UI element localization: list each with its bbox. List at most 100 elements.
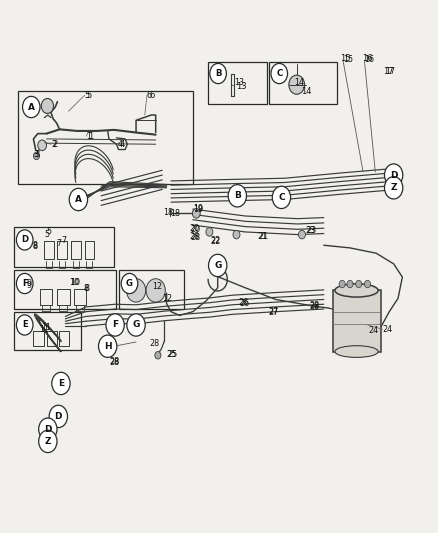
Text: 8: 8 bbox=[32, 242, 37, 251]
Text: B: B bbox=[215, 69, 221, 78]
Text: 17: 17 bbox=[385, 68, 395, 76]
Text: F: F bbox=[112, 320, 118, 329]
Text: 6: 6 bbox=[149, 91, 155, 100]
Text: 14: 14 bbox=[294, 78, 304, 87]
Text: Z: Z bbox=[45, 437, 51, 446]
Circle shape bbox=[233, 230, 240, 239]
Text: 13: 13 bbox=[236, 82, 247, 91]
Circle shape bbox=[364, 280, 371, 288]
Circle shape bbox=[271, 63, 288, 84]
Text: 4: 4 bbox=[118, 140, 123, 149]
Text: 23: 23 bbox=[305, 226, 315, 235]
Text: 12: 12 bbox=[162, 294, 173, 303]
Text: 12: 12 bbox=[152, 282, 163, 291]
Text: 1: 1 bbox=[86, 132, 91, 141]
Text: 3: 3 bbox=[33, 150, 39, 159]
Text: 27: 27 bbox=[269, 308, 279, 317]
Text: 22: 22 bbox=[210, 237, 220, 246]
Text: 20: 20 bbox=[191, 225, 201, 234]
Text: 8: 8 bbox=[84, 284, 88, 293]
Text: 9: 9 bbox=[27, 280, 32, 289]
Text: 19: 19 bbox=[193, 204, 203, 213]
Text: E: E bbox=[22, 320, 28, 329]
Text: 5: 5 bbox=[85, 91, 90, 100]
Circle shape bbox=[69, 188, 88, 211]
Text: 18: 18 bbox=[163, 208, 173, 217]
Circle shape bbox=[146, 279, 165, 302]
Circle shape bbox=[121, 273, 138, 294]
Text: 26: 26 bbox=[239, 299, 249, 308]
Bar bbox=[18, 91, 193, 184]
Text: 7: 7 bbox=[57, 239, 62, 248]
Text: 4: 4 bbox=[120, 140, 125, 149]
Text: 10: 10 bbox=[70, 278, 80, 287]
Circle shape bbox=[106, 314, 124, 336]
Text: 26: 26 bbox=[239, 298, 249, 307]
Text: 23: 23 bbox=[306, 227, 316, 236]
Bar bbox=[14, 270, 117, 309]
Circle shape bbox=[49, 405, 67, 427]
Text: 2: 2 bbox=[52, 140, 57, 149]
Circle shape bbox=[38, 140, 46, 151]
Bar bbox=[208, 62, 267, 104]
Text: 28: 28 bbox=[189, 232, 199, 241]
Text: D: D bbox=[44, 425, 52, 434]
Text: 8: 8 bbox=[32, 241, 37, 250]
Text: 15: 15 bbox=[343, 55, 353, 63]
Circle shape bbox=[52, 372, 70, 394]
Text: 18: 18 bbox=[170, 209, 180, 218]
Text: 21: 21 bbox=[258, 232, 268, 241]
Text: 13: 13 bbox=[234, 78, 244, 87]
Text: 24: 24 bbox=[369, 326, 379, 335]
Text: 19: 19 bbox=[193, 205, 203, 214]
Circle shape bbox=[385, 176, 403, 199]
Text: 7: 7 bbox=[62, 237, 67, 246]
Circle shape bbox=[289, 75, 304, 94]
Text: E: E bbox=[58, 379, 64, 388]
Text: A: A bbox=[75, 195, 82, 204]
Circle shape bbox=[22, 96, 40, 118]
Text: 28: 28 bbox=[309, 301, 319, 310]
Circle shape bbox=[208, 254, 227, 277]
Circle shape bbox=[16, 315, 33, 335]
Text: 28: 28 bbox=[309, 302, 319, 311]
Ellipse shape bbox=[335, 346, 378, 358]
Circle shape bbox=[33, 152, 39, 160]
Circle shape bbox=[155, 352, 161, 359]
Text: 5: 5 bbox=[87, 91, 92, 100]
Text: A: A bbox=[28, 102, 35, 111]
Circle shape bbox=[347, 280, 353, 288]
Text: 11: 11 bbox=[39, 325, 49, 334]
Text: 15: 15 bbox=[340, 54, 351, 62]
Text: F: F bbox=[22, 279, 28, 288]
Text: G: G bbox=[132, 320, 140, 329]
Text: 5: 5 bbox=[46, 228, 52, 237]
Text: Z: Z bbox=[390, 183, 397, 192]
Circle shape bbox=[39, 430, 57, 453]
Text: 21: 21 bbox=[258, 232, 268, 241]
Text: 16: 16 bbox=[364, 55, 374, 63]
Text: 24: 24 bbox=[383, 325, 393, 334]
Circle shape bbox=[99, 335, 117, 358]
Text: 25: 25 bbox=[167, 350, 178, 359]
Text: 14: 14 bbox=[301, 86, 311, 95]
Text: 25: 25 bbox=[166, 350, 177, 359]
Text: 22: 22 bbox=[210, 237, 220, 246]
Bar bbox=[332, 290, 381, 352]
Circle shape bbox=[339, 280, 345, 288]
Text: 27: 27 bbox=[269, 306, 279, 316]
Text: D: D bbox=[21, 236, 28, 245]
Text: 1: 1 bbox=[88, 132, 93, 141]
Circle shape bbox=[192, 208, 200, 218]
Text: 28: 28 bbox=[109, 357, 119, 366]
Text: 28: 28 bbox=[110, 358, 120, 367]
Bar bbox=[119, 270, 184, 309]
Circle shape bbox=[41, 99, 53, 114]
Circle shape bbox=[39, 418, 57, 440]
Text: 9: 9 bbox=[26, 279, 31, 288]
Circle shape bbox=[127, 314, 145, 336]
Text: G: G bbox=[126, 279, 133, 288]
Circle shape bbox=[210, 63, 226, 84]
Bar bbox=[14, 227, 114, 266]
Text: 16: 16 bbox=[362, 54, 373, 62]
